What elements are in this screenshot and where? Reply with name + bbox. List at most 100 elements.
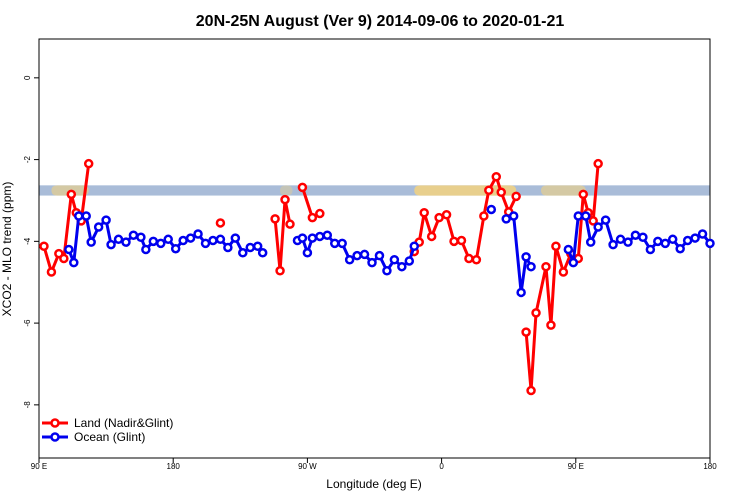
series-land-point (521, 327, 531, 337)
series-land-point (285, 219, 295, 229)
series-land-point (531, 308, 541, 318)
series-land-point (578, 189, 589, 200)
series-land-point (59, 253, 69, 264)
series-land-point (434, 212, 444, 223)
series-ocean-point (163, 234, 173, 245)
series-ocean-point (322, 230, 333, 240)
series-ocean-point (93, 222, 104, 232)
series-ocean-point (382, 266, 392, 276)
series-ocean-point (156, 238, 166, 249)
y-tick-label: 0 (23, 75, 32, 80)
series-land-point (83, 158, 94, 169)
y-tick-label: -6 (23, 319, 32, 327)
legend-land-label: Land (Nadir&Glint) (74, 416, 173, 430)
series-land-point (526, 385, 536, 396)
series-ocean-point (307, 233, 318, 243)
series-ocean-point (404, 256, 415, 266)
legend-land-marker (50, 418, 60, 428)
x-axis-label: Longitude (deg E) (326, 477, 421, 491)
series-land-point (275, 266, 285, 276)
series-land-point (484, 185, 494, 195)
series-ocean-point (352, 250, 362, 261)
series-ocean-point (136, 232, 146, 243)
series-land-point (280, 194, 290, 205)
series-ocean-point (230, 233, 241, 243)
series-land-point (441, 210, 452, 220)
series-ocean-point (645, 244, 656, 255)
series-layer (39, 158, 715, 396)
series-ocean-point (516, 287, 526, 298)
series-land-point (456, 235, 467, 246)
series-ocean-point (563, 244, 574, 255)
series-land-point (39, 241, 49, 252)
series-ocean-point (64, 244, 74, 255)
band-highlight (541, 185, 586, 196)
series-ocean-point (121, 237, 131, 247)
series-land-point (541, 261, 551, 272)
y-tick-label: -2 (23, 155, 32, 163)
series-ocean-point (705, 238, 715, 249)
series-land-point (491, 172, 502, 182)
series-ocean-point (245, 242, 255, 253)
series-land-point (297, 182, 308, 193)
series-land-point (551, 241, 561, 252)
series-ocean-point (113, 234, 124, 245)
series-ocean-point (521, 252, 531, 262)
series-land-point (496, 187, 506, 198)
series-land-point (588, 216, 598, 226)
series-ocean-point (252, 241, 263, 252)
series-land-point (558, 267, 569, 277)
series-ocean-point (315, 231, 325, 242)
series-ocean-point (106, 239, 116, 250)
series-land-point (511, 191, 521, 202)
series-land-point (270, 214, 280, 224)
series-ocean-point (257, 248, 268, 258)
series-ocean-point (409, 241, 420, 252)
series-land-point (593, 158, 603, 169)
series-land-line (524, 163, 600, 393)
series-ocean-point (141, 244, 151, 255)
series-ocean-point (623, 237, 633, 247)
series-ocean-point (238, 248, 248, 258)
series-ocean-point (170, 243, 181, 254)
legend: Land (Nadir&Glint) Ocean (Glint) (42, 416, 173, 444)
series-ocean-point (359, 249, 370, 260)
x-tick-label: 180 (703, 462, 717, 471)
series-land-line (273, 198, 292, 273)
series-ocean-point (638, 232, 648, 243)
series-land-point (479, 211, 489, 221)
series-land-point (66, 189, 77, 200)
series-ocean-point (667, 234, 678, 245)
series-ocean-point (223, 242, 233, 253)
series-ocean-point (367, 257, 377, 268)
series-ocean-point (526, 261, 536, 272)
series-ocean-point (585, 237, 596, 247)
series-ocean-point (630, 230, 641, 240)
series-ocean-point (600, 215, 611, 225)
series-ocean-point (148, 236, 159, 247)
series-ocean-point (302, 248, 313, 258)
legend-ocean-label: Ocean (Glint) (74, 430, 145, 444)
x-tick-label: 180 (167, 462, 181, 471)
x-tick-label: 0 (439, 462, 444, 471)
series-ocean-point (344, 254, 355, 265)
band-layer (39, 185, 710, 196)
series-ocean-point (337, 238, 347, 249)
series-land-point (471, 254, 482, 265)
series-ocean-point (101, 215, 111, 225)
series-land-point (426, 231, 437, 242)
series-ocean-point (653, 236, 663, 247)
chart-title: 20N-25N August (Ver 9) 2014-09-06 to 202… (196, 13, 565, 30)
series-ocean-point (389, 254, 400, 265)
series-ocean-point (208, 235, 218, 246)
series-ocean-point (660, 238, 671, 249)
series-land-point (464, 253, 474, 264)
series-ocean-point (580, 211, 591, 221)
band-highlight (280, 185, 293, 196)
series-land-point (307, 212, 318, 223)
series-ocean-point (193, 229, 203, 239)
plot-frame (38, 38, 711, 459)
series-ocean-point (486, 204, 497, 215)
y-axis-label: XCO2 - MLO trend (ppm) (0, 182, 14, 317)
